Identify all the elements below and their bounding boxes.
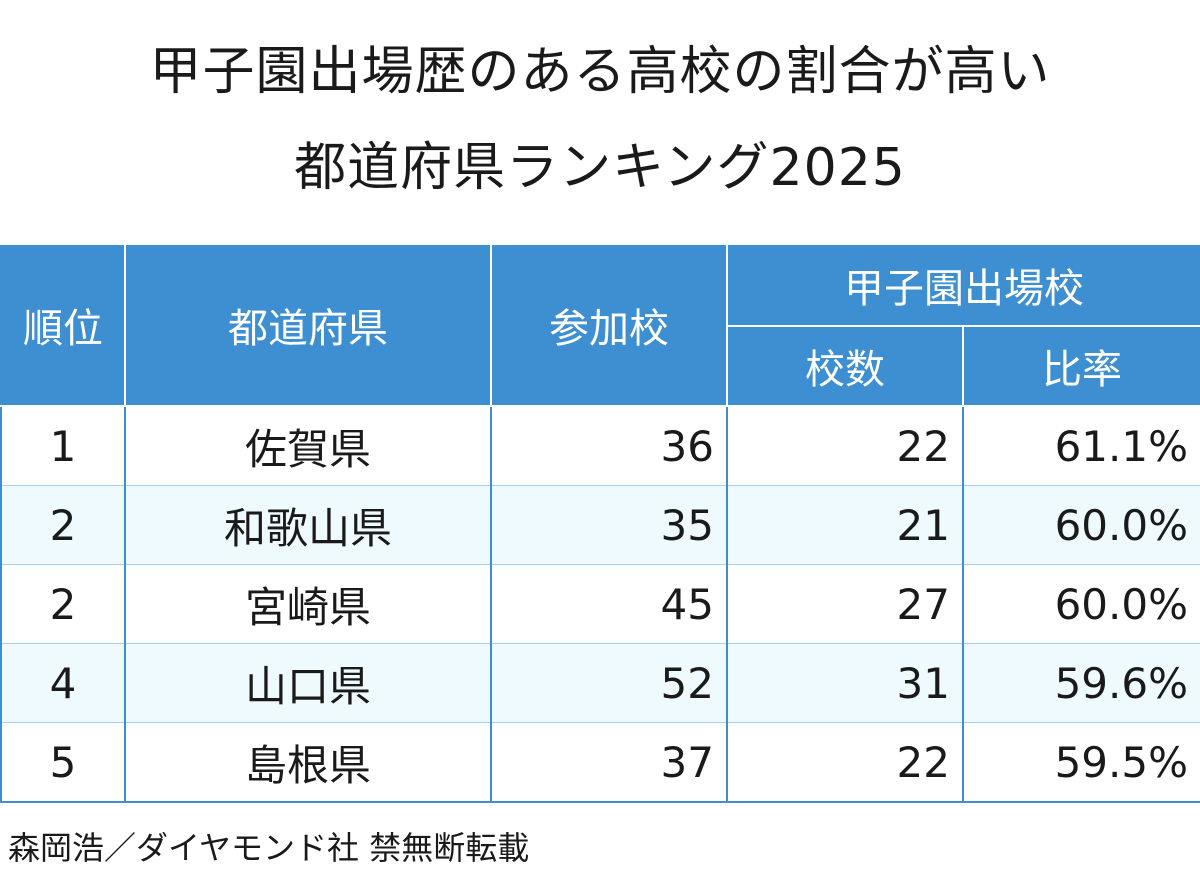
header-koshien-group: 甲子園出場校 [726,243,1200,327]
header-ratio: 比率 [962,325,1200,407]
school-count-cell: 22 [726,406,964,486]
participating-cell: 36 [490,406,728,486]
ranking-table: 順位 都道府県 参加校 甲子園出場校 校数 比率 1 佐賀県 36 22 61.… [0,243,1200,803]
table-row: 2 和歌山県 35 21 60.0% [0,485,1200,565]
ratio-cell: 59.5% [962,722,1200,803]
ratio-cell: 60.0% [962,564,1200,644]
page-title-line-1: 甲子園出場歴のある高校の割合が高い [149,42,1051,102]
rank-cell: 5 [0,722,126,803]
header-school-count: 校数 [726,325,964,407]
participating-cell: 52 [490,643,728,723]
ratio-cell: 59.6% [962,643,1200,723]
rank-cell: 2 [0,564,126,644]
school-count-cell: 31 [726,643,964,723]
prefecture-cell: 宮崎県 [124,564,492,644]
school-count-cell: 27 [726,564,964,644]
header-prefecture: 都道府県 [124,243,492,407]
copyright-credit: 森岡浩／ダイヤモンド社 禁無断転載 [8,829,530,867]
header-participating: 参加校 [490,243,728,407]
school-count-cell: 21 [726,485,964,565]
rank-cell: 4 [0,643,126,723]
rank-cell: 2 [0,485,126,565]
prefecture-cell: 佐賀県 [124,406,492,486]
prefecture-cell: 島根県 [124,722,492,803]
participating-cell: 37 [490,722,728,803]
ratio-cell: 61.1% [962,406,1200,486]
table-row: 2 宮崎県 45 27 60.0% [0,564,1200,644]
table-row: 5 島根県 37 22 59.5% [0,722,1200,803]
page-title-line-2: 都道府県ランキング2025 [294,138,906,198]
participating-cell: 45 [490,564,728,644]
school-count-cell: 22 [726,722,964,803]
prefecture-cell: 山口県 [124,643,492,723]
participating-cell: 35 [490,485,728,565]
ratio-cell: 60.0% [962,485,1200,565]
table-row: 4 山口県 52 31 59.6% [0,643,1200,723]
header-rank: 順位 [0,243,126,407]
table-row: 1 佐賀県 36 22 61.1% [0,406,1200,486]
rank-cell: 1 [0,406,126,486]
prefecture-cell: 和歌山県 [124,485,492,565]
